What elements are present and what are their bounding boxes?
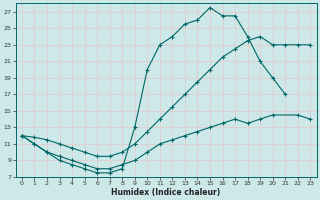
X-axis label: Humidex (Indice chaleur): Humidex (Indice chaleur): [111, 188, 221, 197]
